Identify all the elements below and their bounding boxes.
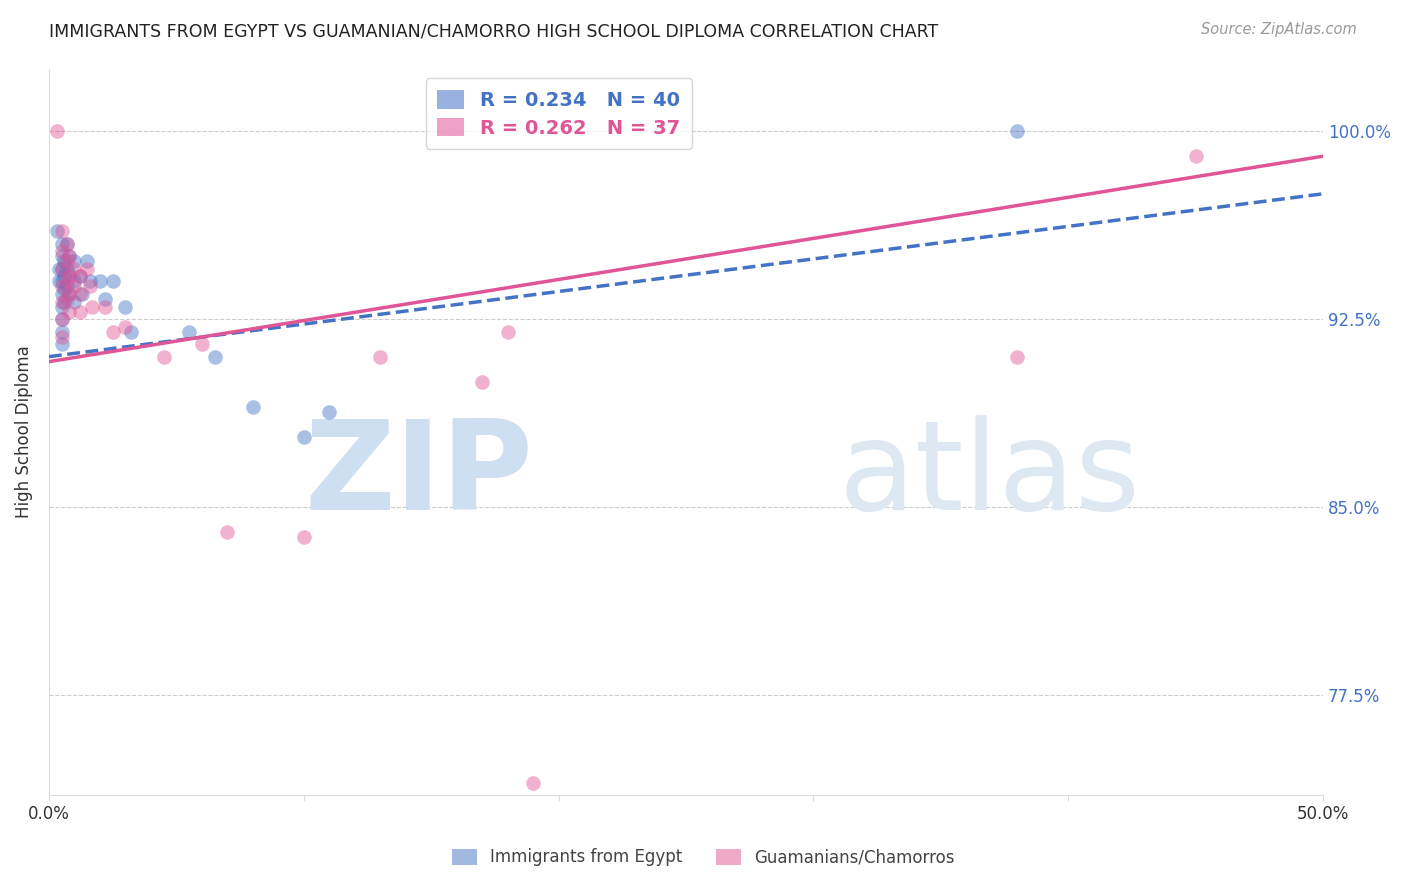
Point [58,267,80,281]
Point [70,287,93,301]
Point [56,236,79,251]
Point [522,775,544,789]
Point [368,350,391,364]
Point [101,275,124,289]
Point [58,249,80,263]
Point [1007,124,1029,138]
Point [63,262,86,277]
Point [51,262,73,277]
Point [152,350,174,364]
Point [51,249,73,263]
Point [63,279,86,293]
Point [89,275,111,289]
Point [79,279,101,293]
Point [76,262,98,277]
Point [51,275,73,289]
Point [48,275,70,289]
Legend: R = 0.234   N = 40, R = 0.262   N = 37: R = 0.234 N = 40, R = 0.262 N = 37 [426,78,692,149]
Point [114,319,136,334]
Point [242,400,264,414]
Point [51,312,73,326]
Point [51,236,73,251]
Point [101,325,124,339]
Point [69,269,91,284]
Point [53,269,76,284]
Point [120,325,142,339]
Point [58,304,80,318]
Point [56,292,79,306]
Point [51,287,73,301]
Point [53,294,76,309]
Point [53,254,76,268]
Point [63,275,86,289]
Point [1184,149,1206,163]
Point [58,287,80,301]
Legend: Immigrants from Egypt, Guamanians/Chamorros: Immigrants from Egypt, Guamanians/Chamor… [443,840,963,875]
Point [471,375,494,389]
Point [69,269,91,284]
Y-axis label: High School Diploma: High School Diploma [15,345,32,518]
Point [56,262,79,277]
Point [53,282,76,296]
Point [69,287,91,301]
Point [204,350,226,364]
Point [1007,350,1029,364]
Point [94,292,117,306]
Text: atlas: atlas [839,415,1142,536]
Point [63,294,86,309]
Point [51,300,73,314]
Point [51,312,73,326]
Point [79,275,101,289]
Point [45,124,67,138]
Point [82,300,104,314]
Point [58,269,80,284]
Point [51,325,73,339]
Point [51,224,73,238]
Point [51,262,73,277]
Point [94,300,117,314]
Point [58,287,80,301]
Text: Source: ZipAtlas.com: Source: ZipAtlas.com [1201,22,1357,37]
Point [292,530,315,544]
Text: ZIP: ZIP [305,415,533,536]
Point [51,244,73,259]
Point [76,254,98,268]
Point [496,325,519,339]
Point [51,329,73,343]
Point [69,304,91,318]
Point [51,294,73,309]
Point [179,325,201,339]
Point [58,249,80,263]
Point [56,254,79,268]
Point [191,337,214,351]
Point [56,279,79,293]
Point [56,236,79,251]
Point [51,279,73,293]
Point [48,262,70,277]
Point [56,275,79,289]
Point [318,405,340,419]
Point [45,224,67,238]
Point [114,300,136,314]
Point [217,524,239,539]
Point [51,337,73,351]
Text: IMMIGRANTS FROM EGYPT VS GUAMANIAN/CHAMORRO HIGH SCHOOL DIPLOMA CORRELATION CHAR: IMMIGRANTS FROM EGYPT VS GUAMANIAN/CHAMO… [49,22,938,40]
Point [292,430,315,444]
Point [63,254,86,268]
